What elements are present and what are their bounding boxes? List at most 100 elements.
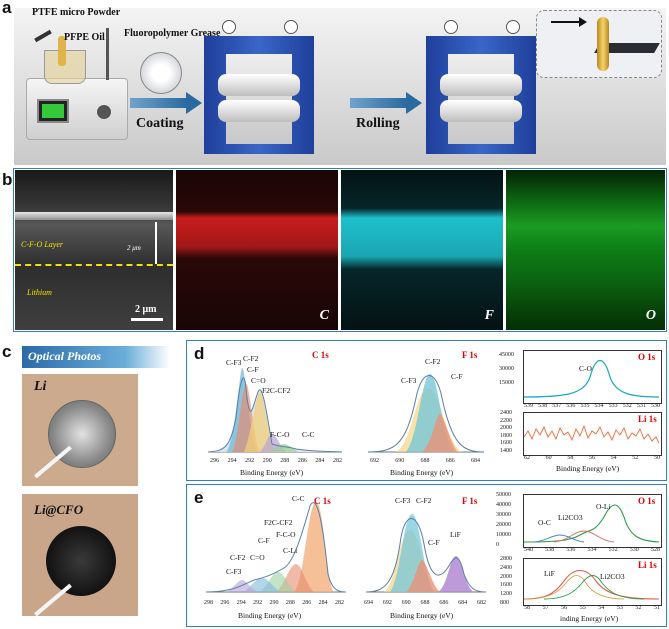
d-f1s-peak-cf3: C-F3 bbox=[401, 376, 417, 385]
d-c1s-xlabel: Binding Energy (eV) bbox=[240, 468, 304, 477]
rolling-label: Rolling bbox=[356, 116, 400, 131]
d-c1s-peak-cf: C-F bbox=[247, 365, 259, 374]
e-f1s-peak-cf3: C-F3 bbox=[395, 496, 411, 505]
ytick: 2000 bbox=[500, 573, 512, 580]
xtick: 536 bbox=[566, 547, 576, 553]
roller-machine-2 bbox=[426, 36, 536, 154]
gauge-2b bbox=[506, 20, 520, 34]
map-label-c: C bbox=[319, 308, 329, 323]
scale-bar-label: 2 μm bbox=[135, 304, 157, 315]
ytick: 1600 bbox=[500, 582, 512, 589]
xtick: 534 bbox=[587, 547, 597, 553]
xtick: 57 bbox=[542, 605, 549, 611]
d-li1s-xlabel: Binding Energy (eV) bbox=[556, 464, 620, 473]
xtick: 694 bbox=[364, 600, 373, 606]
e-li1s-xlabel: inding Energy (eV) bbox=[560, 614, 619, 623]
xtick: 690 bbox=[401, 600, 411, 606]
xtick: 532 bbox=[622, 403, 632, 409]
coating-arrow bbox=[130, 98, 186, 108]
schematic-background: PTFE micro Powder PFPE Oil Fluoropolymer… bbox=[14, 7, 666, 165]
e-f1s-peak-cf2: C-F2 bbox=[416, 496, 432, 505]
gauge-1a bbox=[222, 20, 236, 34]
e-li1s-peak-lif: LiF bbox=[544, 569, 555, 578]
xtick: 684 bbox=[458, 600, 468, 606]
e-c1s-plot bbox=[205, 502, 347, 593]
xtick: 692 bbox=[370, 458, 379, 464]
e-li1s-yticks: 2800 2400 2000 1600 1200 800 bbox=[500, 556, 522, 606]
hot-plate-screen bbox=[37, 99, 69, 123]
panel-e-letter: e bbox=[194, 488, 204, 507]
ytick: 800 bbox=[500, 599, 509, 606]
coating-label: Coating bbox=[136, 116, 184, 131]
e-c1s-peak-f2ccf2: F2C-CF2 bbox=[264, 518, 293, 527]
eds-map-o: O bbox=[506, 170, 665, 330]
xtick: 284 bbox=[318, 600, 328, 606]
d-li1s-plot-frame bbox=[523, 412, 662, 456]
xtick: 684 bbox=[471, 458, 480, 464]
xtick: 288 bbox=[285, 600, 295, 606]
xtick: 530 bbox=[629, 547, 639, 553]
e-f1s-xlabel: Binding Energy (eV) bbox=[390, 611, 454, 620]
e-c1s-title: C 1s bbox=[314, 496, 331, 506]
scale-bar bbox=[131, 318, 163, 321]
hot-plate-knob bbox=[97, 105, 111, 119]
e-c1s-peak-co: C=O bbox=[250, 553, 265, 562]
d-o1s-xticks: 539 538 537 536 535 534 533 532 531 530 bbox=[524, 403, 660, 409]
d-o1s-curve bbox=[524, 359, 659, 398]
ytick: 40000 bbox=[496, 502, 511, 508]
e-li1s-title: Li 1s bbox=[638, 560, 657, 570]
d-o1s-ytick-2: 15000 bbox=[499, 380, 514, 386]
dropper bbox=[58, 36, 66, 66]
rolling-inset bbox=[536, 10, 662, 78]
xtick: 282 bbox=[332, 458, 342, 464]
coating-layer bbox=[15, 212, 173, 220]
hot-plate bbox=[26, 78, 128, 140]
grease-label: Fluoropolymer Grease bbox=[124, 28, 221, 39]
panel-b-frame bbox=[13, 168, 667, 332]
d-c1s-peak-cc: C-C bbox=[302, 430, 315, 439]
ptfe-powder-label: PTFE micro Powder bbox=[32, 7, 121, 18]
ytick: 1800 bbox=[500, 432, 512, 439]
interface-line bbox=[15, 264, 173, 266]
xtick: 692 bbox=[382, 600, 392, 606]
d-f1s-xlabel: Binding Energy (eV) bbox=[390, 468, 454, 477]
xtick: 52 bbox=[632, 455, 639, 461]
xtick: 58 bbox=[524, 605, 530, 611]
coating-arrow-head bbox=[186, 92, 202, 114]
xtick: 54 bbox=[610, 455, 617, 461]
d-li1s-xticks: 62 60 58 56 54 52 50 bbox=[524, 455, 660, 461]
panel-d-frame bbox=[186, 340, 667, 481]
stand-rod bbox=[106, 28, 109, 80]
xtick: 294 bbox=[236, 600, 246, 606]
e-li1s-xticks: 58 57 56 55 54 53 52 51 bbox=[524, 605, 660, 611]
xtick: 538 bbox=[545, 547, 555, 553]
xtick: 539 bbox=[524, 403, 533, 409]
ytick: 2800 bbox=[500, 556, 512, 562]
xtick: 536 bbox=[566, 403, 576, 409]
e-f1s-xticks: 694 692 690 688 686 684 682 bbox=[364, 600, 486, 606]
d-f1s-plot bbox=[367, 374, 485, 453]
xtick: 288 bbox=[280, 458, 290, 464]
d-c1s-peak-cf2: C-F2 bbox=[243, 354, 259, 363]
d-f1s-xticks: 692 690 688 686 684 bbox=[370, 458, 480, 464]
xtick: 682 bbox=[476, 600, 486, 606]
e-c1s-peak-cc: C-C bbox=[292, 494, 305, 503]
d-li1s-title: Li 1s bbox=[638, 414, 657, 424]
d-f1s-peak-cf: C-F bbox=[451, 372, 463, 381]
optical-header-label: Optical Photos bbox=[28, 349, 102, 363]
eds-map-c: C bbox=[176, 170, 338, 330]
xtick: 294 bbox=[227, 458, 237, 464]
xtick: 56 bbox=[588, 455, 595, 461]
ytick: 20000 bbox=[496, 522, 511, 528]
li-label: Li bbox=[34, 379, 47, 394]
e-li1s-curve bbox=[524, 569, 659, 600]
map-label-f: F bbox=[484, 308, 494, 323]
e-o1s-curve bbox=[524, 504, 659, 543]
substrate-label: Lithium bbox=[27, 288, 52, 297]
xtick: 688 bbox=[420, 600, 430, 606]
d-c1s-plot bbox=[207, 368, 343, 453]
xtick: 690 bbox=[395, 458, 405, 464]
li-cfo-label: Li@CFO bbox=[34, 502, 84, 517]
d-c1s-peak-fco: F-C-O bbox=[270, 430, 290, 439]
d-c1s-title: C 1s bbox=[312, 350, 329, 360]
